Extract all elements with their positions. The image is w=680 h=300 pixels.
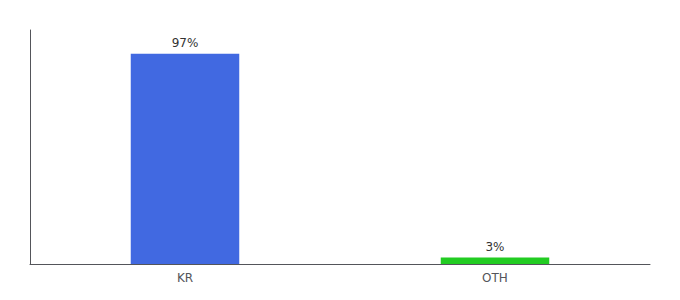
svg-text:3%: 3% — [485, 240, 504, 254]
svg-text:OTH: OTH — [482, 271, 508, 285]
svg-text:KR: KR — [177, 271, 193, 285]
svg-text:97%: 97% — [172, 36, 199, 50]
